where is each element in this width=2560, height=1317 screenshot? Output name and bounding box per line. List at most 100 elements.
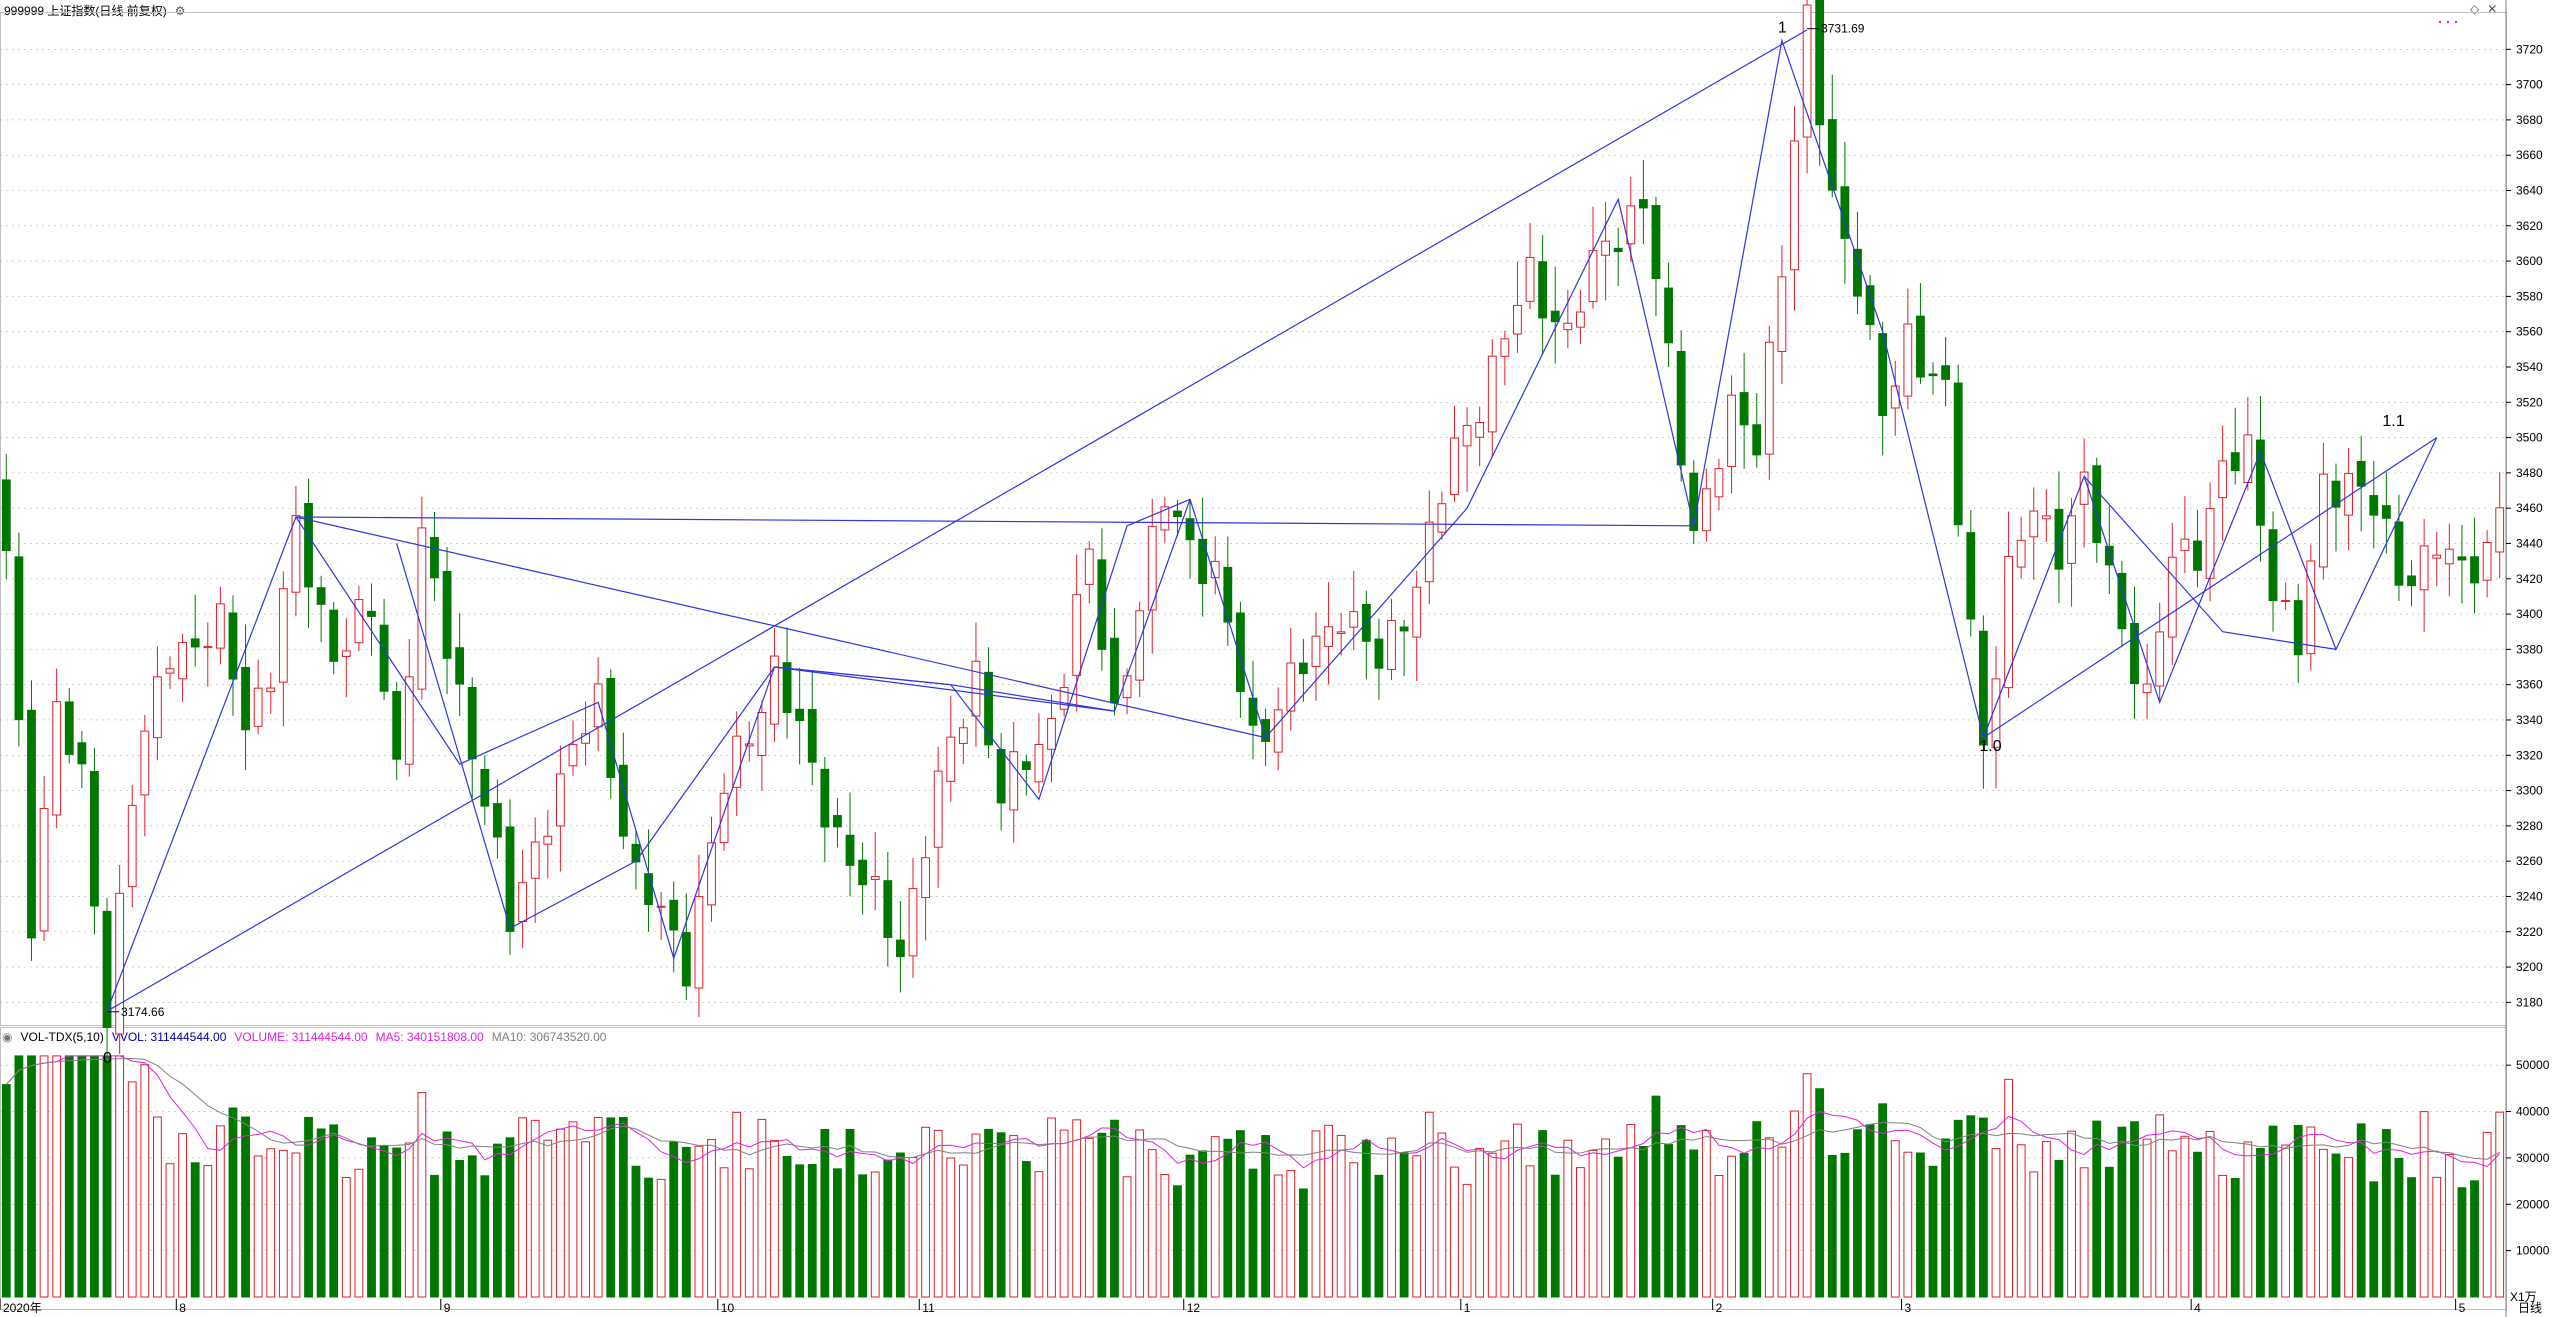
candle-body: [1135, 610, 1145, 681]
volume-bar: [2344, 1157, 2353, 1298]
wave-line: [2083, 476, 2337, 650]
volume-bar: [467, 1155, 477, 1298]
candle-body: [744, 743, 754, 747]
volume-bar: [480, 1175, 490, 1298]
month-label: 10: [721, 1301, 735, 1315]
volume-bar: [2482, 1131, 2492, 1298]
volume-bar: [203, 1165, 213, 1298]
candle-body: [2130, 623, 2139, 685]
volume-bar: [1412, 1155, 1422, 1298]
volume-bar: [1563, 1139, 1573, 1298]
candle-body: [2142, 683, 2152, 694]
candle-body: [127, 804, 137, 888]
volume-bar: [1815, 1088, 1825, 1298]
candle-body: [493, 803, 502, 838]
volume-bar: [90, 1055, 99, 1298]
candle-body: [1009, 751, 1019, 811]
candle-body: [858, 859, 868, 886]
candle-body: [1802, 4, 1812, 138]
volume-bar: [1374, 1174, 1384, 1298]
candle-body: [2205, 508, 2215, 579]
candle-body: [1916, 315, 1925, 378]
volume-bar: [1853, 1129, 1862, 1298]
circle-gear-icon[interactable]: ⚙: [174, 4, 186, 18]
volume-bar: [1424, 1111, 1434, 1298]
volume-bar: [417, 1092, 427, 1298]
candle-body: [1374, 638, 1384, 669]
candle-body: [354, 599, 364, 644]
volume-bar: [1651, 1095, 1661, 1298]
volume-bar: [1840, 1152, 1850, 1298]
candle-body: [2318, 473, 2328, 568]
price-axis-label: 3420: [2516, 572, 2543, 586]
candle-body: [1576, 311, 1585, 328]
volume-bar: [392, 1147, 402, 1298]
candle-body: [921, 857, 930, 898]
volume-bar: [833, 1168, 842, 1298]
volume-value: VOLUME: 311444544.00: [234, 1030, 368, 1044]
volume-bar: [1903, 1151, 1913, 1298]
extreme-label: 3174.66: [121, 1005, 165, 1019]
candle-body: [2293, 600, 2303, 656]
candle-body: [291, 515, 301, 593]
candle-body: [228, 612, 238, 680]
month-label: 11: [922, 1301, 935, 1315]
volume-bar: [2432, 1176, 2442, 1298]
candle-body: [27, 709, 36, 939]
volume-bar: [140, 1064, 150, 1298]
volume-bar: [493, 1143, 502, 1298]
candle-body: [1601, 240, 1611, 256]
price-axis-label: 3720: [2516, 42, 2543, 56]
volume-bar: [1638, 1146, 1648, 1298]
candle-body: [1059, 687, 1069, 710]
volume-bar: [266, 1148, 276, 1298]
volume-bar: [241, 1116, 250, 1298]
price-axis-label: 3240: [2516, 889, 2543, 903]
wave-label: 1.1: [2382, 413, 2404, 430]
candle-body: [165, 668, 175, 674]
candle-body: [593, 683, 603, 728]
volume-bar: [1802, 1073, 1812, 1298]
close-icon[interactable]: ✕: [2487, 2, 2498, 16]
volume-bar: [1626, 1123, 1636, 1298]
candle-body: [430, 537, 439, 579]
volume-bar: [971, 1133, 981, 1298]
volume-bar: [631, 1165, 641, 1298]
candle-body: [1550, 310, 1560, 323]
candle-body: [379, 624, 389, 692]
candle-body: [1588, 250, 1598, 303]
candle-body: [883, 880, 893, 938]
candle-body: [958, 727, 968, 744]
volume-axis-label: 30000: [2516, 1151, 2550, 1165]
candle-body: [2419, 545, 2429, 591]
candle-body: [1727, 394, 1736, 467]
candle-body: [870, 876, 880, 881]
diamond-icon[interactable]: ◇: [2470, 2, 2480, 16]
candle-body: [417, 527, 427, 690]
volume-bar: [2193, 1151, 2202, 1298]
candle-body: [1676, 350, 1686, 466]
candle-body: [304, 503, 313, 588]
volume-bar: [555, 1128, 565, 1298]
volume-header: ◉ VOL-TDX(5,10) VVOL: 311444544.00 VOLUME: …: [2, 1030, 614, 1044]
volume-bar: [1021, 1161, 1031, 1298]
candle-body: [1349, 611, 1359, 628]
price-axis-label: 3640: [2516, 183, 2543, 197]
volume-bar: [694, 1145, 704, 1298]
candle-body: [820, 768, 830, 828]
circle-gear-icon[interactable]: ◉: [2, 1030, 13, 1044]
wave-line: [295, 516, 1694, 527]
chart-title-bar: 999999 上证指数(日线 前复权) ⚙: [4, 2, 193, 19]
volume-bar: [64, 1055, 74, 1298]
volume-bar: [1097, 1132, 1107, 1298]
candle-body: [1853, 248, 1862, 297]
volume-bar: [984, 1128, 993, 1298]
volume-bar: [2016, 1144, 2026, 1298]
candle-body: [1122, 675, 1132, 699]
volume-bar: [1966, 1115, 1976, 1298]
volume-bar: [127, 1081, 137, 1298]
volume-bar: [379, 1145, 389, 1298]
volume-bar: [228, 1107, 238, 1298]
volume-bar: [1513, 1123, 1522, 1298]
